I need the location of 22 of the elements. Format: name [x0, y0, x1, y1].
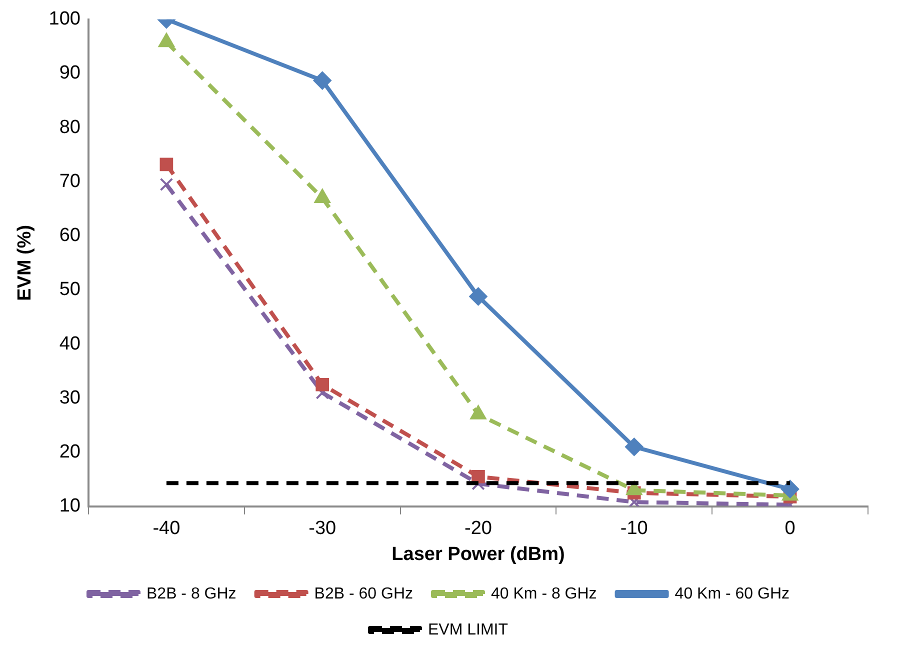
y-tick-label: 60: [59, 225, 80, 246]
y-tick-label: 100: [48, 8, 80, 30]
legend-label: 40 Km - 60 GHz: [674, 585, 790, 602]
legend-label: B2B - 8 GHz: [146, 585, 236, 602]
y-tick-label: 50: [59, 279, 80, 300]
y-tick-label: 30: [59, 387, 80, 408]
x-tick-label: -20: [464, 518, 492, 540]
x-axis-title: Laser Power (dBm): [392, 544, 565, 565]
legend-label: EVM LIMIT: [428, 621, 508, 638]
y-tick-label: 40: [59, 333, 80, 354]
y-tick-label: 80: [59, 116, 80, 138]
y-tick-label: 20: [59, 442, 80, 463]
y-axis-title: EVM (%): [14, 224, 36, 301]
x-tick-label: -10: [620, 518, 648, 540]
legend-label: B2B - 60 GHz: [314, 585, 413, 602]
x-tick-label: -30: [308, 518, 336, 540]
y-tick-label: 90: [59, 62, 80, 84]
x-tick-label: -40: [152, 518, 180, 540]
legend-label: 40 Km - 8 GHz: [491, 585, 597, 602]
y-tick-label: 70: [59, 170, 80, 192]
y-tick-label: 10: [59, 496, 80, 517]
x-tick-label: 0: [784, 518, 796, 540]
